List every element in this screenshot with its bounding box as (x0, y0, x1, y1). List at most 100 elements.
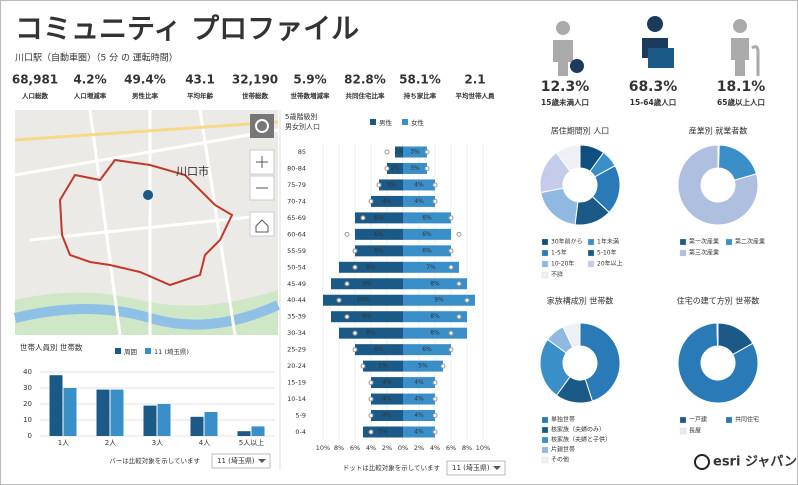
value-label: 6% (374, 247, 384, 254)
x-tick-label: 10% (316, 444, 330, 452)
bar (339, 327, 403, 339)
y-tick-label: 60-64 (287, 230, 306, 238)
legend-label: 核家族（夫婦と子供） (551, 436, 611, 444)
dropdown[interactable] (211, 453, 271, 469)
y-tick-label: 65-69 (287, 214, 306, 222)
legend-swatch (541, 249, 549, 257)
y-tick-label: 40 (23, 368, 32, 376)
bar (110, 389, 124, 436)
x-tick-label: 6% (350, 444, 360, 452)
legend-swatch (541, 416, 549, 424)
legend-label: 共同住宅 (735, 416, 759, 424)
page-title: コミュニティ プロファイル (15, 12, 359, 45)
stat-label: 人口増減率 (73, 91, 107, 100)
bar (363, 426, 403, 438)
bar (403, 245, 451, 257)
pie-slice (555, 144, 581, 172)
value-label: 6% (422, 346, 432, 353)
bar (355, 245, 403, 257)
comparison-dot (344, 314, 350, 320)
x-tick-label: 8% (462, 444, 472, 452)
age-stat-value: 68.3% (629, 79, 678, 95)
comparison-dot (448, 347, 454, 353)
stat-value: 32,190 (232, 73, 278, 87)
y-tick-label: 25-29 (287, 346, 306, 354)
legend-swatch (725, 416, 733, 424)
value-label: 2% (390, 165, 400, 172)
bar (403, 162, 427, 174)
chart-title: 住宅の建て方別 世帯数 (677, 296, 760, 306)
bar (403, 344, 451, 356)
y-tick-label: 20-24 (287, 362, 306, 370)
comparison-dot (432, 429, 438, 435)
x-tick-label: 2人 (105, 439, 116, 447)
comparison-dot (360, 215, 366, 221)
value-label: 6% (374, 231, 384, 238)
comparison-dot (464, 297, 470, 303)
legend-swatch (541, 260, 549, 268)
x-tick-label: 10% (476, 444, 490, 452)
bar (403, 410, 435, 422)
comparison-dot (368, 198, 374, 204)
bar (204, 412, 218, 436)
dropdown[interactable] (446, 460, 506, 476)
bar (371, 377, 403, 389)
bar (331, 278, 403, 290)
bar (403, 146, 427, 158)
bar (403, 294, 475, 306)
value-label: 9% (362, 313, 372, 320)
legend-label: 1年未満 (597, 238, 619, 246)
x-tick-label: 4人 (199, 439, 210, 447)
value-label: 6% (374, 346, 384, 353)
bar (237, 431, 251, 436)
comparison-dot (368, 380, 374, 386)
stat-label: 男性比率 (131, 91, 159, 100)
y-tick-label: 80-84 (287, 164, 306, 172)
bar (403, 212, 451, 224)
stat-value: 82.8% (344, 73, 386, 87)
legend-label: 1-5年 (551, 249, 567, 257)
stat-value: 43.1 (185, 73, 215, 87)
bar (403, 393, 435, 405)
y-tick-label: 20 (23, 400, 32, 408)
page-subtitle: 川口駅（自動車圏）（5 分 の 運転時間） (15, 52, 178, 64)
comparison-dot (432, 380, 438, 386)
comparison-dot (352, 347, 358, 353)
legend-label: 第二次産業 (735, 238, 765, 246)
chart-title: 家族構成別 世帯数 (547, 296, 614, 306)
bar (339, 261, 403, 273)
value-label: 8% (366, 330, 376, 337)
bar (363, 360, 403, 372)
y-tick-label: 45-49 (287, 280, 306, 288)
y-tick-label: 10-14 (287, 395, 306, 403)
value-label: 6% (374, 214, 384, 221)
value-label: 5% (378, 363, 388, 370)
x-tick-label: 0% (398, 444, 408, 452)
value-label: 10% (356, 297, 370, 304)
pie-slice (579, 322, 621, 402)
chart-title: 居住期間別 人口 (551, 126, 610, 136)
bar (371, 410, 403, 422)
legend-label: 核家族（夫婦のみ） (551, 426, 605, 434)
value-label: 4% (382, 198, 392, 205)
legend-label: 単独世帯 (551, 416, 575, 424)
chart-title: 世帯人員別 世帯数 (20, 342, 83, 352)
dropdown-arrow (493, 466, 501, 470)
comparison-dot (432, 396, 438, 402)
value-label: 5% (418, 363, 428, 370)
y-tick-label: 30-34 (287, 329, 306, 337)
legend-swatch (679, 249, 687, 257)
value-label: 4% (414, 429, 424, 436)
y-tick-label: 5-9 (295, 412, 306, 420)
comparison-dot (368, 396, 374, 402)
age-icons (553, 16, 760, 76)
comparison-dot (432, 413, 438, 419)
legend-label: 11 (埼玉県) (154, 347, 189, 356)
dropdown-text: 11 (埼玉県) (452, 463, 490, 472)
logo-icon (694, 454, 710, 470)
chart-subtitle: 男女別人口 (285, 122, 320, 131)
bar (331, 311, 403, 323)
legend-swatch (587, 260, 595, 268)
